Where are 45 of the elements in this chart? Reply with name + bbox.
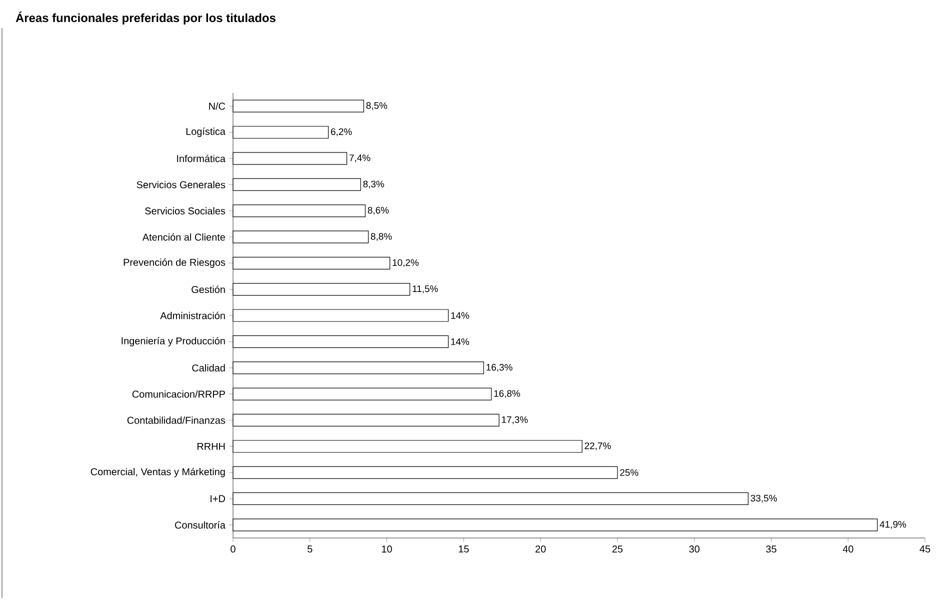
- data-label: 14%: [451, 338, 470, 345]
- y-tick-label: Comunicacion/RRPP: [132, 390, 225, 398]
- x-tick-label: 25: [612, 546, 623, 553]
- x-tick-label: 20: [536, 546, 546, 553]
- data-label: 8,3%: [363, 180, 384, 189]
- y-tick-label: Logística: [186, 128, 226, 137]
- x-tick-label: 35: [766, 546, 776, 553]
- data-label: 7,4%: [349, 154, 370, 162]
- data-label: 16,3%: [486, 364, 512, 372]
- y-tick-label: Gestión: [192, 286, 225, 294]
- data-label: 8,6%: [368, 206, 389, 215]
- y-tick-label: Servicios Sociales: [145, 207, 226, 214]
- y-tick-label: Ingeniería y Producción: [122, 336, 225, 346]
- x-tick-label: 10: [382, 546, 392, 553]
- x-tick-label: 0: [230, 546, 236, 553]
- data-label: 10,2%: [392, 259, 419, 268]
- data-label: 41,9%: [880, 520, 906, 529]
- data-label: 8,5%: [366, 102, 388, 110]
- x-tick-label: 40: [842, 546, 854, 553]
- data-label: 33,5%: [750, 494, 777, 503]
- y-tick-label: Calidad: [192, 364, 225, 372]
- y-tick-label: Comercial, Ventas y Márketing: [90, 468, 225, 478]
- data-label: 17,3%: [502, 416, 528, 424]
- y-tick-label: Informática: [177, 154, 226, 162]
- data-label: 14%: [451, 312, 470, 319]
- y-tick-label: Administración: [160, 312, 225, 320]
- y-tick-label: Consultoría: [175, 521, 226, 529]
- y-tick-label: Contabilidad/Finanzas: [127, 416, 226, 424]
- y-tick-label: RRHH: [198, 442, 225, 450]
- data-label: 16,8%: [494, 390, 520, 398]
- x-tick-label: 15: [458, 546, 469, 552]
- data-label: 8,8%: [370, 233, 392, 241]
- y-tick-label: Servicios Generales: [136, 180, 226, 188]
- y-tick-label: Atención al Cliente: [142, 233, 226, 241]
- data-label: 22,7%: [584, 442, 611, 450]
- x-tick-label: 45: [920, 546, 930, 552]
- data-label: 6,2%: [331, 128, 352, 136]
- data-label: 25%: [620, 469, 638, 476]
- x-tick-label: 5: [308, 546, 312, 552]
- y-tick-label: Prevención de Riesgos: [124, 258, 226, 268]
- x-tick-label: 30: [689, 546, 700, 553]
- y-tick-label: I+D: [210, 495, 226, 502]
- chart-title: Áreas funcionales preferidas por los titulados: [16, 11, 276, 25]
- data-label: 11,5%: [412, 285, 438, 294]
- y-tick-label: N/C: [209, 102, 226, 110]
